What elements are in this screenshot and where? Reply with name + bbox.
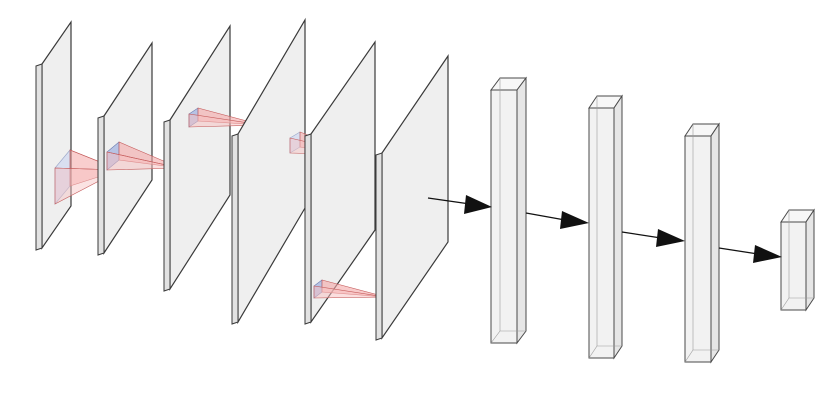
arrow-dense-2-to-dense-3	[621, 229, 685, 247]
arrow-flatten-to-dense-1	[427, 195, 492, 214]
dense-layer-1	[490, 76, 527, 345]
feature-map-4	[231, 17, 306, 325]
conv-kernel-cone-5	[313, 279, 387, 299]
feature-map-6	[375, 54, 449, 341]
output-layer	[780, 208, 815, 312]
feature-map-5	[304, 40, 376, 325]
dense-layer-2	[588, 94, 623, 360]
dense-layer-3	[684, 122, 720, 364]
arrow-dense-1-to-dense-2	[525, 211, 589, 229]
feature-map-3	[163, 23, 231, 292]
arrow-dense-3-to-output	[718, 245, 782, 263]
